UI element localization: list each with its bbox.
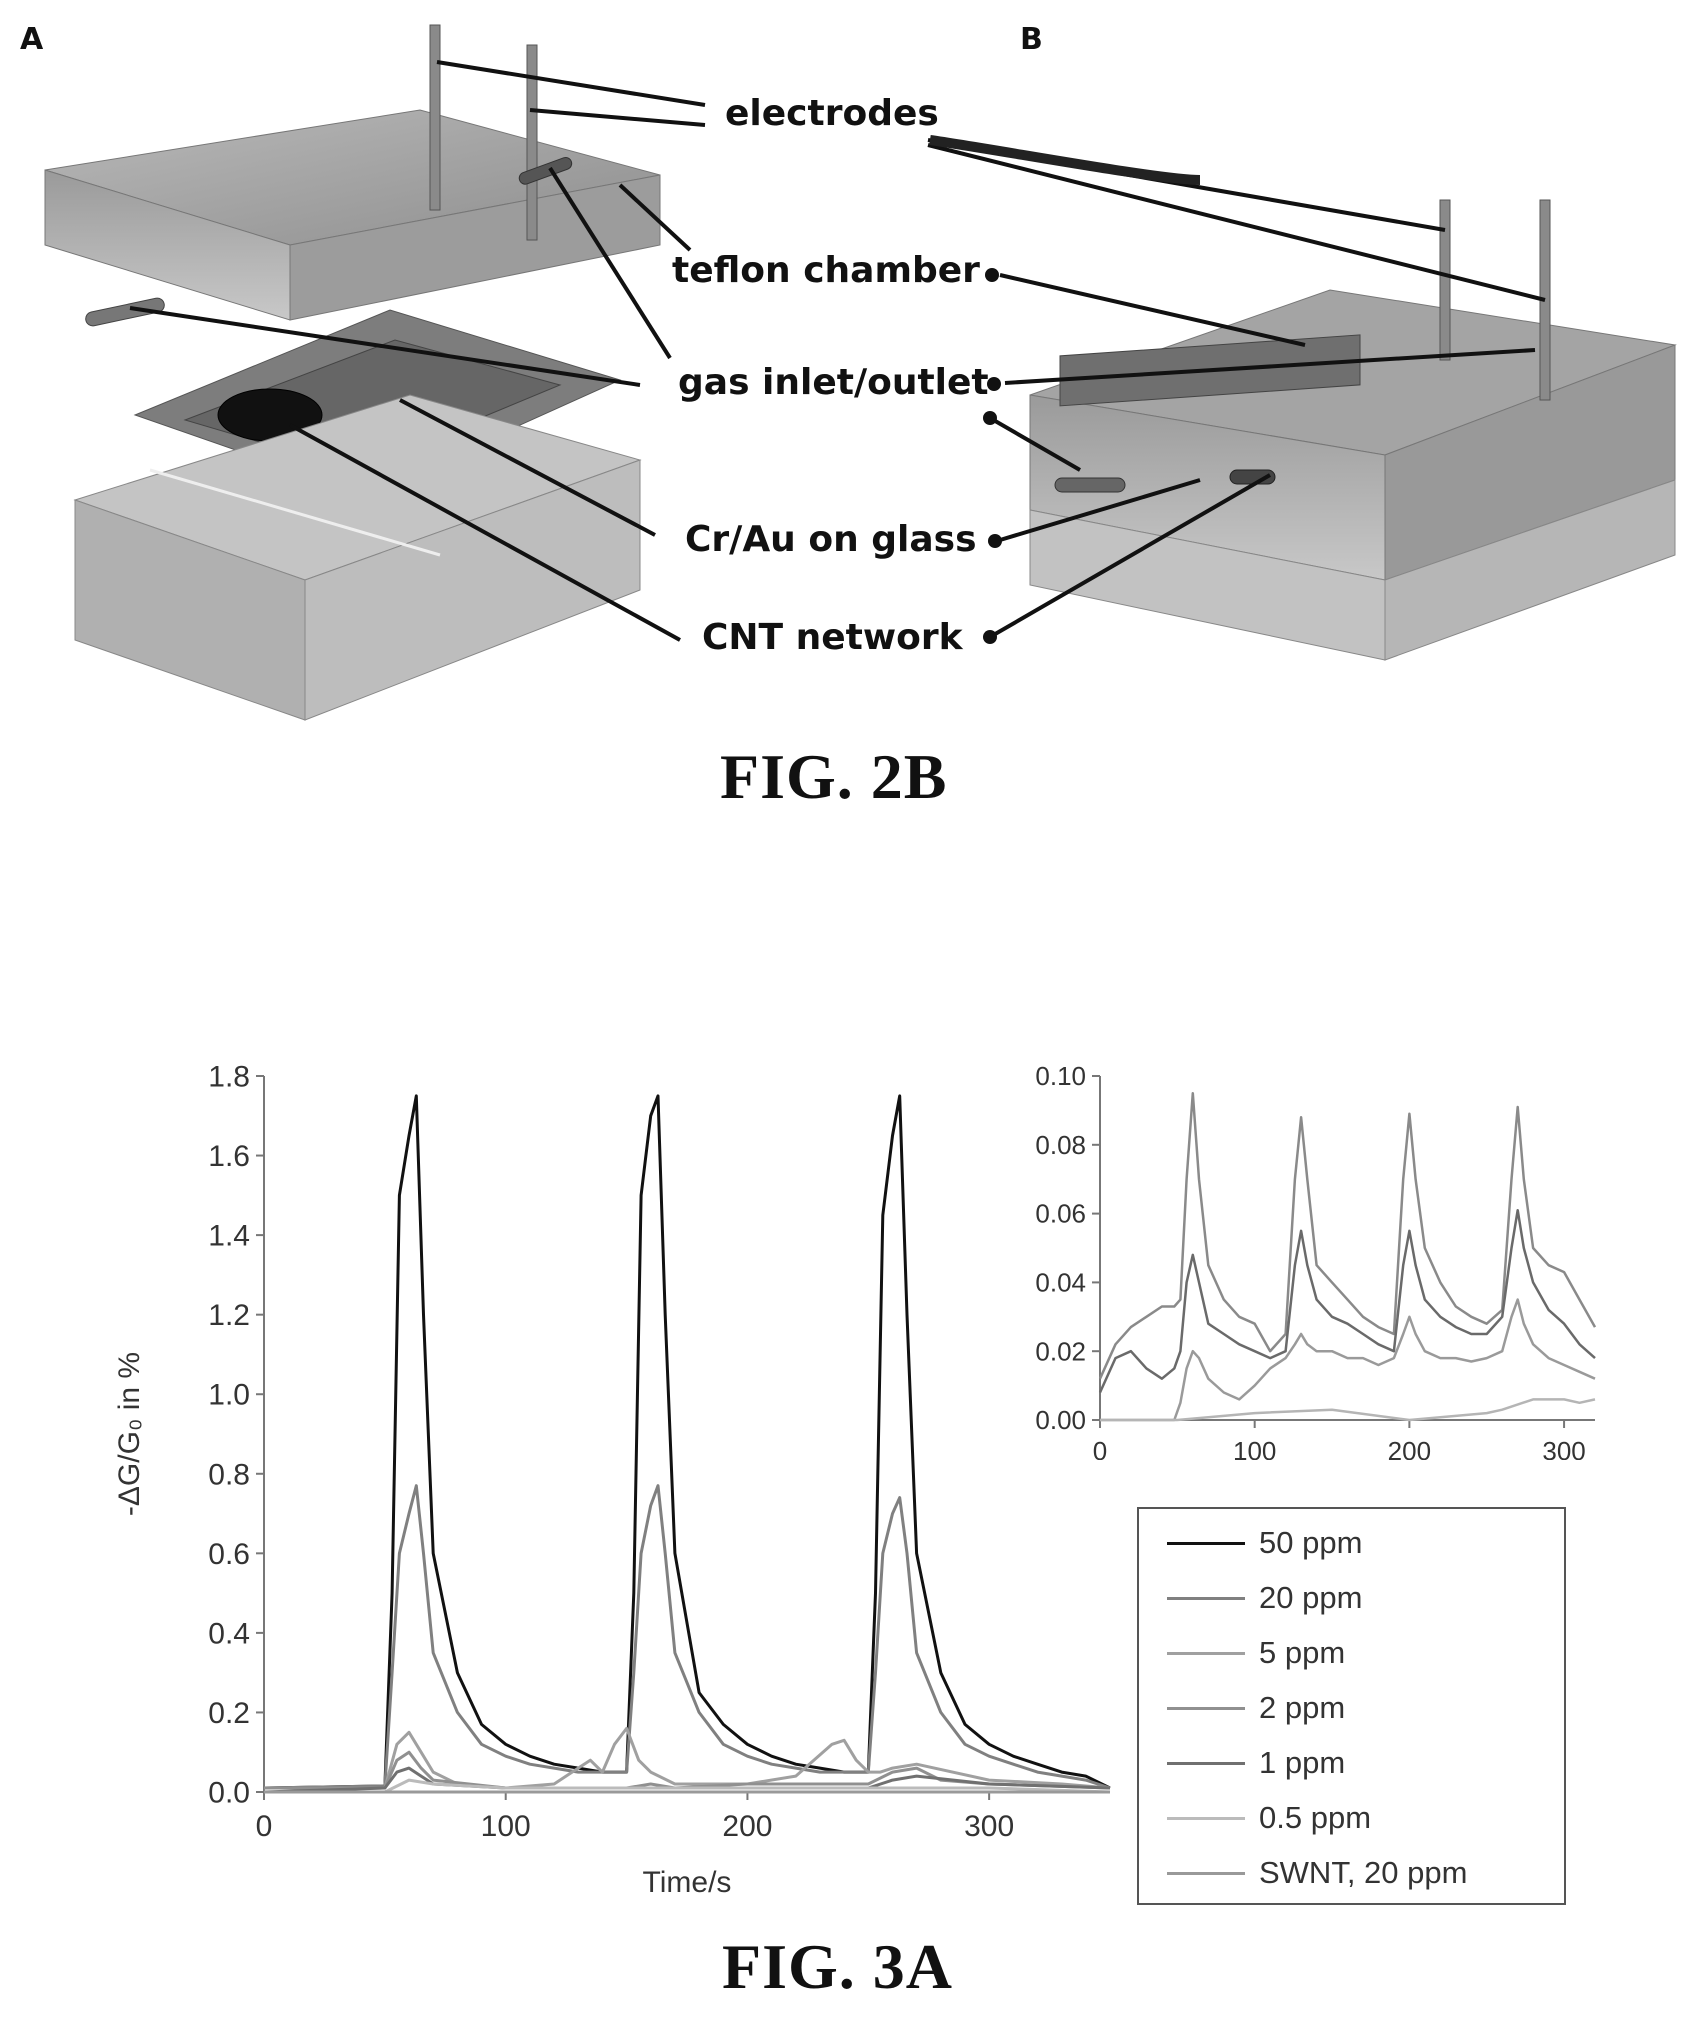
- inset-y-tick-label: 0.10: [1035, 1061, 1086, 1091]
- callout-teflon-chamber: teflon chamber: [672, 250, 980, 291]
- main-y-tick-label: 1.6: [208, 1140, 250, 1173]
- inset-series-line-0: [1098, 1091, 1597, 1380]
- inset-series-line-2: [1100, 1298, 1596, 1422]
- legend-swatch: [1167, 1596, 1245, 1600]
- main-y-tick-label: 0.4: [208, 1617, 250, 1650]
- legend-item: 1 ppm: [1167, 1741, 1345, 1785]
- inset-series-line-3: [1100, 1398, 1596, 1422]
- main-y-tick-label: 0.2: [208, 1697, 250, 1730]
- main-y-tick-label: 0.0: [208, 1777, 250, 1810]
- main-y-tick-label: 0.8: [208, 1458, 250, 1491]
- bottom-block-a: [73, 394, 642, 721]
- legend-box: 50 ppm 20 ppm 5 ppm 2 ppm 1 ppm 0.5 ppm SWNT, …: [1137, 1507, 1566, 1905]
- leader-lines: [129, 60, 1546, 642]
- main-response-chart: 0.0 0.2 0.4 0.6 0.8 1.0 1.2 1.4 1.6 1.8 0 100 200 300…: [113, 1061, 1111, 1899]
- legend-label: 0.5 ppm: [1259, 1800, 1372, 1835]
- main-x-axis-label: Time/s: [643, 1866, 732, 1899]
- legend-label: 2 ppm: [1259, 1690, 1346, 1725]
- legend-swatch: [1167, 1871, 1245, 1875]
- main-series-line-2: [264, 1726, 1111, 1790]
- inset-x-tick-label: 200: [1388, 1436, 1431, 1460]
- inset-y-tick-label: 0.04: [1035, 1268, 1086, 1298]
- inset-y-tick-label: 0.08: [1035, 1130, 1086, 1160]
- main-series-line-1: [263, 1484, 1111, 1790]
- panel-label-a: A: [20, 22, 44, 57]
- legend-list: 50 ppm 20 ppm 5 ppm 2 ppm 1 ppm 0.5 ppm SWNT, …: [1139, 1509, 1564, 1903]
- legend-swatch: [1167, 1706, 1245, 1710]
- inset-response-chart: 0.00 0.02 0.04 0.06 0.08 0.10 0 100 200 300: [1035, 1061, 1597, 1460]
- legend-item: 5 ppm: [1167, 1631, 1345, 1675]
- figure-caption-2b: FIG. 2B: [720, 741, 948, 812]
- legend-label: SWNT, 20 ppm: [1259, 1855, 1468, 1890]
- main-x-tick-label: 0: [256, 1810, 273, 1843]
- legend-item: 2 ppm: [1167, 1686, 1345, 1730]
- teflon-chamber-lid: [44, 109, 661, 321]
- apparatus-schematic: [44, 24, 1677, 721]
- inset-y-tick-label: 0.02: [1035, 1336, 1086, 1366]
- main-x-tick-label: 200: [722, 1810, 772, 1843]
- legend-swatch: [1167, 1761, 1245, 1765]
- legend-item: 0.5 ppm: [1167, 1796, 1371, 1840]
- main-y-tick-label: 1.2: [208, 1299, 250, 1332]
- legend-label: 1 ppm: [1259, 1745, 1346, 1780]
- assembled-device-b: [1029, 289, 1677, 661]
- inset-y-tick-label: 0.06: [1035, 1199, 1086, 1229]
- legend-item: 20 ppm: [1167, 1576, 1362, 1620]
- main-y-tick-label: 1.8: [208, 1061, 250, 1094]
- main-y-tick-label: 0.6: [208, 1538, 250, 1571]
- callout-gas-inlet-outlet: gas inlet/outlet: [678, 362, 989, 403]
- main-x-tick-label: 100: [481, 1810, 531, 1843]
- main-x-tick-label: 300: [964, 1810, 1014, 1843]
- panel-label-b: B: [1020, 22, 1043, 57]
- inset-y-tick-label: 0.00: [1035, 1405, 1086, 1435]
- legend-label: 50 ppm: [1259, 1525, 1363, 1560]
- main-y-tick-label: 1.0: [208, 1379, 250, 1412]
- callout-cnt-network: CNT network: [702, 617, 963, 658]
- legend-label: 5 ppm: [1259, 1635, 1346, 1670]
- inset-series-line-1: [1098, 1208, 1596, 1394]
- legend-swatch: [1167, 1651, 1245, 1655]
- callout-electrodes: electrodes: [725, 93, 939, 134]
- inset-x-tick-label: 300: [1542, 1436, 1585, 1460]
- gas-tubes-a: [85, 156, 573, 327]
- legend-item: 50 ppm: [1167, 1521, 1362, 1565]
- inset-x-tick-label: 100: [1233, 1436, 1276, 1460]
- legend-item: SWNT, 20 ppm: [1167, 1851, 1467, 1895]
- inset-x-tick-label: 0: [1093, 1436, 1107, 1460]
- main-y-axis-label: -ΔG/G₀ in %: [113, 1352, 146, 1516]
- main-series-line-0: [263, 1094, 1111, 1790]
- legend-swatch: [1167, 1816, 1245, 1820]
- figure-caption-3a: FIG. 3A: [722, 1931, 953, 2002]
- main-y-tick-label: 1.4: [208, 1220, 250, 1253]
- legend-swatch: [1167, 1541, 1245, 1545]
- electrode-pins-a: [429, 24, 538, 241]
- main-series-line-5: [264, 1778, 1111, 1794]
- legend-label: 20 ppm: [1259, 1580, 1363, 1615]
- callout-cr-au-on-glass: Cr/Au on glass: [685, 519, 977, 560]
- main-series-line-3: [264, 1750, 1111, 1790]
- callout-dots: [983, 268, 1002, 644]
